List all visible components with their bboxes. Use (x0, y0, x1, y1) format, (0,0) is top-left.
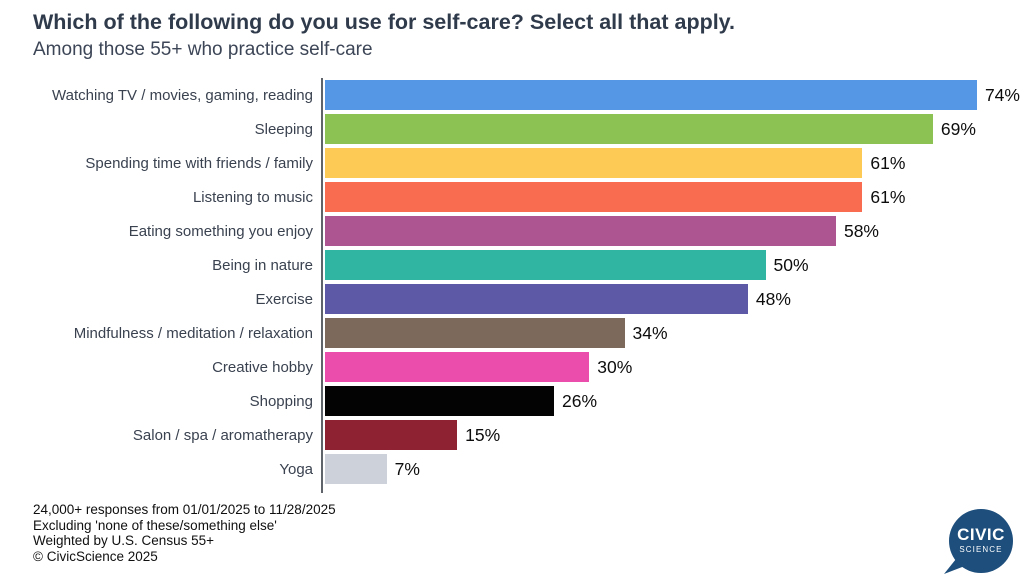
category-label: Exercise (255, 290, 313, 308)
logo-text-science: SCIENCE (959, 545, 1002, 554)
bar-row: Creative hobby 30% (0, 350, 1024, 384)
bar-row: Eating something you enjoy 58% (0, 214, 1024, 248)
bar-area: 58% (325, 216, 879, 246)
bar-row: Listening to music 61% (0, 180, 1024, 214)
bar-area: 69% (325, 114, 976, 144)
bar-chart: Watching TV / movies, gaming, reading 74%… (0, 78, 1024, 493)
logo-text-civic: CIVIC (957, 525, 1005, 544)
bar (325, 284, 748, 314)
value-label: 48% (755, 288, 791, 309)
footnote-responses: 24,000+ responses from 01/01/2025 to 11/… (33, 502, 336, 517)
chart-subtitle: Among those 55+ who practice self-care (33, 39, 373, 60)
bar-area: 50% (325, 250, 809, 280)
bar-area: 30% (325, 352, 632, 382)
value-label: 61% (870, 186, 906, 207)
category-label: Salon / spa / aromatherapy (132, 426, 313, 444)
bar-area: 61% (325, 182, 905, 212)
value-label: 58% (843, 220, 879, 241)
value-label: 69% (940, 118, 976, 139)
bar-row: Shopping 26% (0, 384, 1024, 418)
bar-row: Exercise 48% (0, 282, 1024, 316)
bar (325, 454, 387, 484)
bar (325, 420, 458, 450)
footnote-weighting: Weighted by U.S. Census 55+ (33, 533, 214, 549)
category-label: Eating something you enjoy (128, 222, 313, 240)
chart-title: Which of the following do you use for se… (33, 10, 736, 34)
bar (325, 148, 863, 178)
value-label: 7% (394, 458, 420, 479)
bar-row: Being in nature 50% (0, 248, 1024, 282)
category-label: Watching TV / movies, gaming, reading (52, 86, 313, 104)
bar (325, 352, 590, 382)
bar (325, 114, 933, 144)
category-label: Creative hobby (212, 358, 313, 376)
logo-bubble (949, 509, 1013, 573)
value-label: 30% (597, 356, 633, 377)
y-axis-line (321, 78, 323, 493)
bar-row: Spending time with friends / family 61% (0, 146, 1024, 180)
footnote-exclusions: Excluding 'none of these/something else' (33, 517, 277, 533)
category-label: Sleeping (254, 120, 313, 138)
bar-area: 15% (325, 420, 500, 450)
bar-area: 34% (325, 318, 668, 348)
category-label: Spending time with friends / family (85, 154, 313, 172)
category-label: Yoga (279, 460, 313, 478)
bar (325, 250, 766, 280)
civicscience-logo: CIVIC SCIENCE (944, 509, 1013, 574)
bar-area: 74% (325, 80, 1020, 110)
footnotes: 24,000+ responses from 01/01/2025 to 11/… (33, 502, 336, 564)
bar (325, 386, 555, 416)
value-label: 15% (465, 424, 501, 445)
bar-row: Watching TV / movies, gaming, reading 74% (0, 78, 1024, 112)
category-label: Being in nature (212, 256, 313, 274)
bar-row: Yoga 7% (0, 452, 1024, 486)
bar (325, 80, 977, 110)
bar-row: Salon / spa / aromatherapy 15% (0, 418, 1024, 452)
category-label: Mindfulness / meditation / relaxation (73, 324, 313, 342)
category-label: Shopping (249, 392, 313, 410)
value-label: 34% (632, 322, 668, 343)
bar-area: 26% (325, 386, 597, 416)
value-label: 26% (562, 390, 598, 411)
value-label: 50% (773, 254, 809, 275)
bar-area: 61% (325, 148, 905, 178)
bar-row: Sleeping 69% (0, 112, 1024, 146)
footnote-copyright: © CivicScience 2025 (33, 548, 158, 564)
bar-area: 7% (325, 454, 420, 484)
bar (325, 216, 836, 246)
bar-area: 48% (325, 284, 791, 314)
bar-row: Mindfulness / meditation / relaxation 34% (0, 316, 1024, 350)
bar (325, 318, 625, 348)
value-label: 61% (870, 152, 906, 173)
category-label: Listening to music (192, 188, 313, 206)
bar (325, 182, 863, 212)
value-label: 74% (984, 84, 1020, 105)
